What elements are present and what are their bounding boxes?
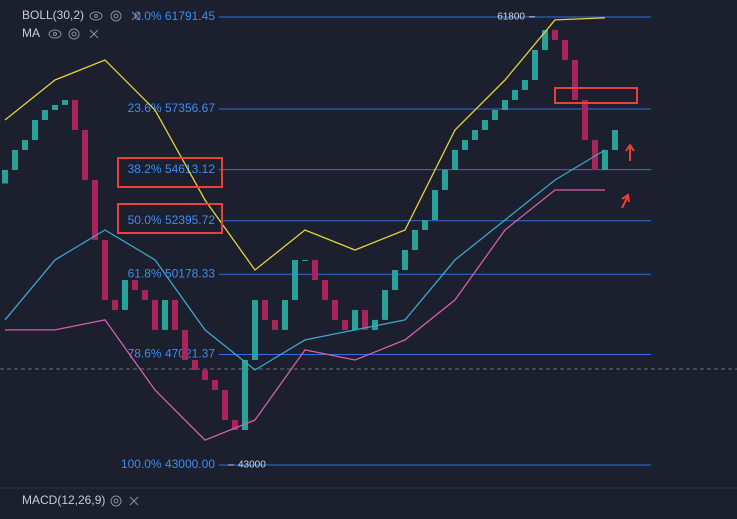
fib-label: 23.6% 57356.67 [128, 101, 216, 115]
overlay-line [4, 149, 606, 371]
candle [42, 109, 48, 120]
candle [502, 99, 508, 110]
candle [72, 99, 78, 131]
candle [282, 299, 288, 330]
candle [232, 419, 238, 431]
candle [52, 104, 58, 110]
candle [132, 279, 138, 291]
candle [272, 319, 278, 330]
candle [562, 39, 568, 60]
candle [472, 130, 478, 140]
indicator-label[interactable]: BOLL(30,2) [22, 8, 84, 22]
price-annotation: 43000 [238, 460, 266, 471]
candle [342, 319, 348, 330]
candle [302, 259, 308, 261]
candle [462, 139, 468, 150]
candle [22, 139, 28, 150]
candle [382, 290, 388, 320]
fib-label: 78.6% 47021.37 [128, 347, 216, 361]
candle [492, 109, 498, 120]
candle [422, 219, 428, 230]
candle [612, 130, 618, 150]
candle [432, 189, 438, 220]
overlay-line [4, 17, 606, 271]
fib-label: 61.8% 50178.33 [128, 266, 216, 280]
candle [402, 249, 408, 271]
candle [582, 99, 588, 140]
candle [392, 270, 398, 291]
highlight-box [554, 87, 638, 104]
arrow [625, 143, 635, 161]
fib-label: 0.0% 61791.45 [134, 9, 215, 23]
candle [532, 49, 538, 80]
candle [252, 299, 258, 360]
candle [372, 319, 378, 330]
candle [112, 299, 118, 310]
candle [192, 359, 198, 371]
candle [182, 329, 188, 360]
candle [152, 299, 158, 330]
arrow [621, 193, 630, 209]
candle [142, 290, 148, 300]
candle [62, 99, 68, 105]
candle [352, 309, 358, 330]
candle [322, 279, 328, 300]
candle [222, 389, 228, 420]
candle [172, 299, 178, 330]
indicator-icons[interactable] [48, 28, 99, 40]
candle [592, 139, 598, 170]
candle [522, 79, 528, 90]
fib-label: 50.0% 52395.72 [128, 213, 216, 227]
fib-label: 38.2% 54613.12 [128, 162, 216, 176]
candle [262, 299, 268, 320]
candle [482, 119, 488, 131]
candle [572, 59, 578, 100]
fib-label: 100.0% 43000.00 [121, 457, 215, 471]
candle [32, 119, 38, 140]
candle [442, 169, 448, 190]
sub-panel-label[interactable]: MACD(12,26,9) [22, 493, 105, 507]
candle [102, 239, 108, 300]
candle [332, 299, 338, 320]
candle [2, 169, 8, 184]
candle [552, 29, 558, 40]
overlay-line [5, 189, 605, 441]
indicator-icons[interactable] [89, 10, 141, 22]
candle [512, 89, 518, 100]
candle [452, 149, 458, 170]
sub-panel-icons[interactable] [110, 495, 139, 507]
candle [292, 259, 298, 300]
highlight-box [117, 157, 223, 188]
candle [12, 149, 18, 170]
highlight-box [117, 203, 223, 234]
candle [242, 359, 248, 431]
candle [312, 259, 318, 280]
candle [122, 279, 128, 310]
indicator-label[interactable]: MA [22, 26, 40, 40]
candle [542, 29, 548, 50]
candle [82, 130, 88, 180]
plot: 0.0% 61791.45 23.6% 57356.67 38.2% 54613.1… [2, 9, 651, 471]
candle [362, 309, 368, 330]
candle [92, 179, 98, 240]
candle [162, 299, 168, 330]
candle [202, 370, 208, 381]
candle [212, 380, 218, 390]
candle [602, 149, 608, 170]
price-annotation: 61800 [497, 11, 525, 22]
candle [412, 229, 418, 250]
